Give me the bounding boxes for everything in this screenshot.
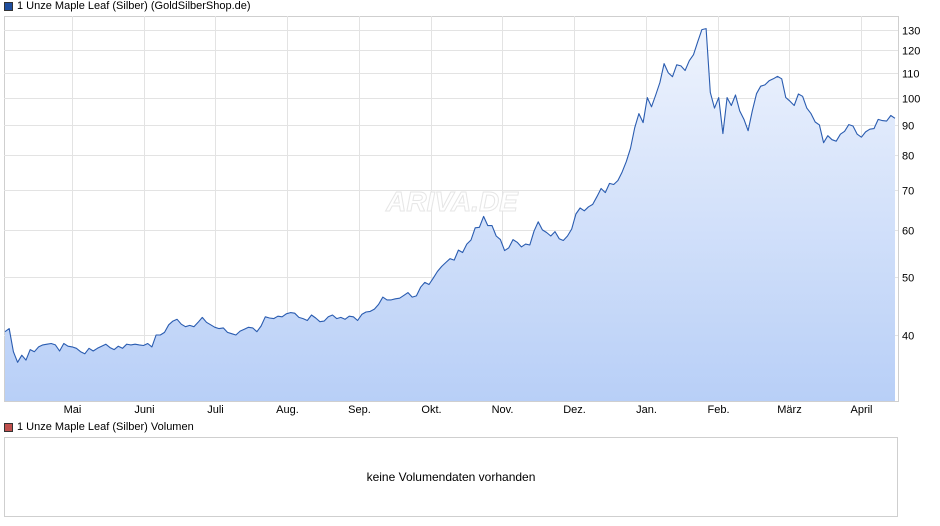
price-line — [4, 28, 896, 363]
y-tick-label: 120 — [902, 46, 920, 58]
x-tick-label: Jan. — [636, 404, 657, 416]
volume-empty-message: keine Volumendaten vorhanden — [366, 470, 536, 484]
watermark: ARIVA.DE — [385, 186, 519, 217]
x-tick-labels: Mai Juni Juli Aug. Sep. Okt. Nov. Dez. Jan. Feb. M… — [64, 404, 873, 416]
volume-panel: keine Volumendaten vorhanden — [4, 437, 898, 517]
price-legend-label: 1 Unze Maple Leaf (Silber) (GoldSilberSh… — [17, 0, 251, 12]
y-tick-label: 110 — [902, 69, 920, 81]
x-tick-label: April — [850, 404, 872, 416]
y-tick-label: 80 — [902, 151, 914, 163]
x-tick-label: Feb. — [707, 404, 729, 416]
x-tick-label: Mai — [64, 404, 82, 416]
price-legend-swatch — [4, 2, 13, 11]
y-tick-label: 130 — [902, 26, 920, 38]
x-tick-label: Dez. — [563, 404, 586, 416]
y-tick-labels: 40 50 60 70 80 90 100 110 120 130 — [902, 26, 920, 343]
price-legend: 1 Unze Maple Leaf (Silber) (GoldSilberSh… — [4, 0, 251, 13]
volume-legend-label: 1 Unze Maple Leaf (Silber) Volumen — [17, 421, 194, 433]
x-tick-label: Juni — [134, 404, 154, 416]
x-tick-label: Sep. — [348, 404, 371, 416]
y-tick-label: 40 — [902, 331, 914, 343]
y-tick-label: 60 — [902, 226, 914, 238]
x-tick-label: Nov. — [492, 404, 514, 416]
y-tick-label: 70 — [902, 186, 914, 198]
y-tick-label: 90 — [902, 121, 914, 133]
price-chart: ARIVA.DE 40 50 60 70 80 90 100 110 120 130 Mai Jun… — [4, 16, 920, 416]
y-tick-label: 100 — [902, 94, 920, 106]
price-area-fill — [5, 28, 895, 401]
volume-legend: 1 Unze Maple Leaf (Silber) Volumen — [4, 421, 194, 434]
x-tick-label: Aug. — [276, 404, 299, 416]
x-tick-label: März — [777, 404, 801, 416]
volume-legend-swatch — [4, 423, 13, 432]
y-tick-label: 50 — [902, 273, 914, 285]
x-tick-label: Juli — [207, 404, 224, 416]
x-tick-label: Okt. — [421, 404, 441, 416]
area-layer — [4, 28, 896, 401]
